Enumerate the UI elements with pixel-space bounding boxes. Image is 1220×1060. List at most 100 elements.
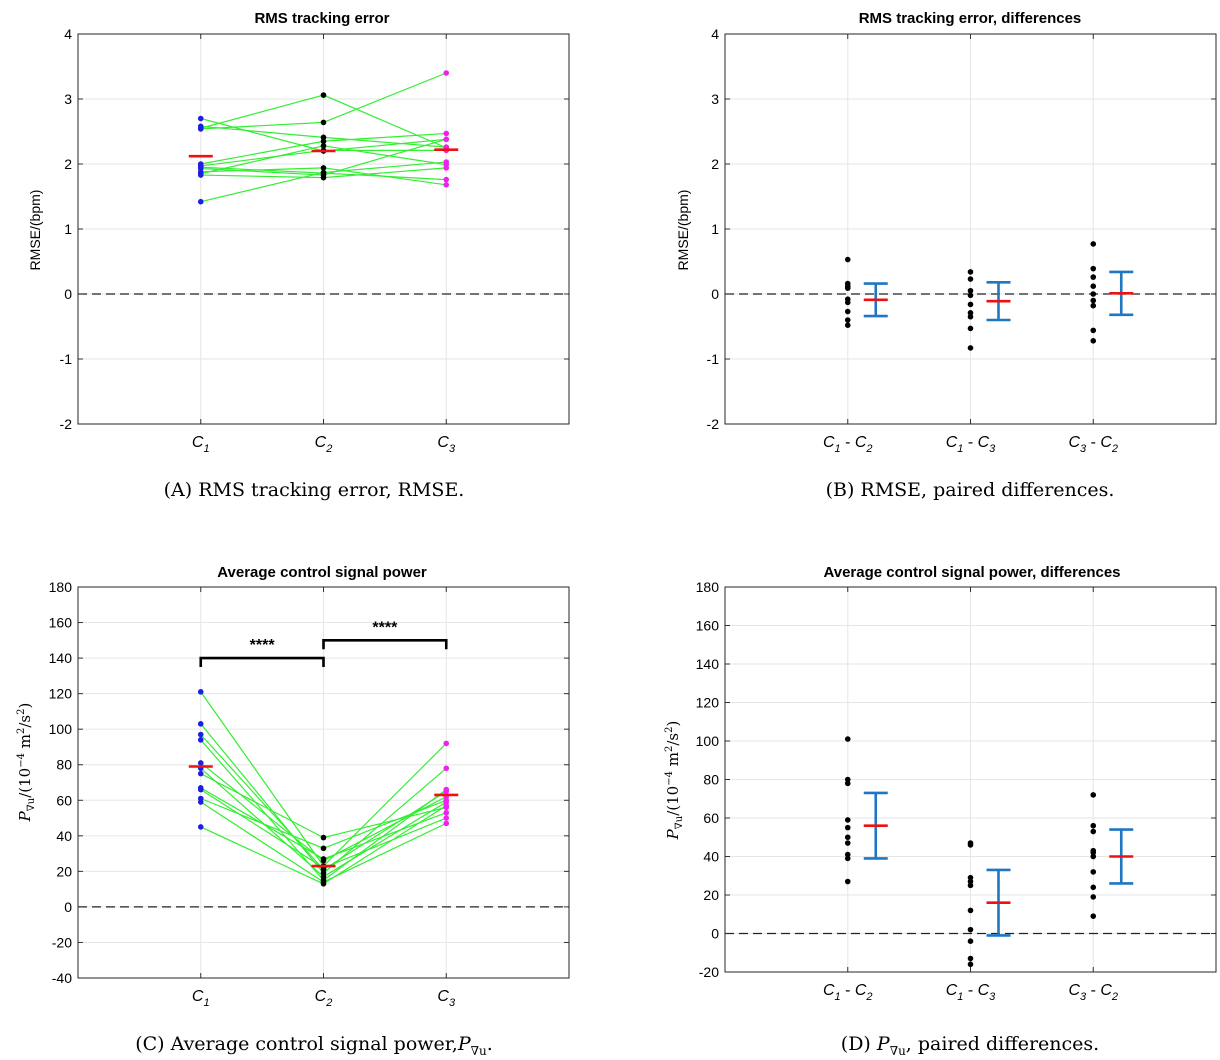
svg-text:P∇u/(10−4 m2/s2): P∇u/(10−4 m2/s2) bbox=[664, 721, 685, 841]
panel-a-subject-line bbox=[323, 167, 447, 179]
panel-d-data-point bbox=[844, 736, 851, 742]
panel-b-data-point bbox=[1090, 241, 1097, 247]
panel-a-subject-line bbox=[200, 94, 324, 129]
panel-c-significance-bracket bbox=[199, 656, 325, 667]
panel-c-subject-line bbox=[323, 805, 447, 885]
panel-b-data-point bbox=[1090, 338, 1097, 344]
panel-c-subject-line bbox=[200, 797, 324, 849]
panel-d-y-tick-label: -20 bbox=[699, 964, 719, 980]
svg-text:P∇u/(10−4 m2/s2): P∇u/(10−4 m2/s2) bbox=[16, 703, 37, 823]
panel-d-y-tick-label: 80 bbox=[703, 772, 719, 788]
panel-d-y-tick-label: 0 bbox=[711, 926, 719, 942]
panel-c-data-point bbox=[197, 737, 204, 743]
panel-c-data-point bbox=[443, 765, 450, 772]
panel-b-y-label: RMSE/(bpm) bbox=[675, 190, 691, 271]
panel-c-subject-line bbox=[200, 762, 324, 862]
panel-b-data-point bbox=[844, 256, 851, 263]
panel-d-y-tick-label: 40 bbox=[703, 849, 719, 865]
panel-d-data-point bbox=[1090, 894, 1097, 900]
panel-b-data-point bbox=[1090, 302, 1097, 309]
panel-d-data-point bbox=[1090, 869, 1097, 875]
panel-d-y-tick-label: 120 bbox=[696, 695, 720, 711]
panel-a-subject-line bbox=[323, 94, 447, 149]
panel-a-data-point bbox=[320, 165, 327, 171]
panel-c-y-label: P∇u/(10−4 m2/s2) bbox=[16, 703, 37, 823]
panel-a-data-point bbox=[320, 174, 327, 181]
panel-c-x-tick-label: C3 bbox=[437, 988, 456, 1009]
panel-d-x-tick-label: C1 - C3 bbox=[946, 982, 996, 1003]
panel-c-y-tick-label: 160 bbox=[49, 615, 73, 631]
panel-c-data-point bbox=[197, 721, 204, 727]
panel-c-data-point bbox=[443, 820, 450, 827]
panel-d-data-point bbox=[844, 840, 851, 846]
panel-b-y-tick-label: 0 bbox=[711, 286, 719, 302]
panel-c-axes-frame bbox=[77, 586, 570, 979]
panel-b-data-point bbox=[967, 313, 974, 320]
panel-c-y-tick-label: -40 bbox=[52, 970, 72, 986]
panel-c-data-point bbox=[320, 845, 327, 852]
panel-c-subject-line bbox=[323, 806, 447, 839]
panel-b-data-point bbox=[967, 301, 974, 308]
panel-c-subject-line bbox=[200, 767, 324, 878]
panel-a-y-tick-label: 4 bbox=[64, 26, 72, 42]
panel-c-y-tick-label: -20 bbox=[52, 934, 72, 950]
panel-a-data-point bbox=[443, 182, 450, 188]
panel-c-data-point bbox=[320, 873, 327, 880]
panel-a-data-point bbox=[320, 138, 327, 145]
panel-d-data-point bbox=[844, 878, 851, 885]
panel-b-data-point bbox=[967, 276, 974, 282]
panel-d-y-tick-label: 160 bbox=[696, 618, 720, 634]
panel-c-significance-bracket bbox=[322, 639, 448, 650]
panel-a-subject-line bbox=[200, 121, 324, 130]
panel-c-significance-label: **** bbox=[372, 619, 398, 636]
panel-c-data-point bbox=[320, 834, 327, 841]
panel-d-data-point bbox=[844, 817, 851, 823]
panel-c-significance-label: **** bbox=[250, 637, 276, 654]
panel-a-subject-line bbox=[200, 145, 324, 175]
panel-c-chart: Average control signal power P∇u/(10−4 m… bbox=[16, 564, 570, 1058]
panel-b-data-point bbox=[967, 325, 974, 332]
panel-c-subject-line bbox=[323, 799, 447, 849]
panel-c-data-point bbox=[443, 809, 450, 816]
panel-a-data-point bbox=[320, 134, 327, 141]
panel-a-title: RMS tracking error bbox=[254, 10, 389, 27]
panel-c-caption-text: (C) Average control signal power, bbox=[135, 1033, 458, 1055]
panel-d-data-point bbox=[844, 834, 851, 841]
panel-b-y-tick-label: 1 bbox=[711, 221, 719, 237]
panel-c-x-tick-label: C2 bbox=[315, 988, 333, 1009]
panel-d-caption: (D) P∇u, paired differences. bbox=[841, 1033, 1099, 1058]
panel-c-subject-line bbox=[323, 822, 447, 883]
panel-b-data-point bbox=[967, 292, 974, 299]
panel-b-data-point bbox=[967, 310, 974, 316]
panel-b-y-tick-label: -1 bbox=[707, 351, 720, 367]
panel-c-subject-line bbox=[323, 812, 447, 860]
panel-b-x-tick-label: C1 - C3 bbox=[946, 434, 996, 455]
panel-a-y-tick-label: 3 bbox=[64, 91, 72, 107]
panel-c-x-tick-label: C1 bbox=[192, 988, 210, 1009]
panel-b-x-tick-label: C1 - C2 bbox=[823, 434, 873, 455]
panel-a-subject-line bbox=[323, 72, 447, 123]
panel-c-subject-line bbox=[323, 767, 447, 874]
panel-b-data-point bbox=[844, 308, 851, 315]
panel-a-caption: (A) RMS tracking error, RMSE. bbox=[164, 479, 465, 501]
panel-d-data-point bbox=[967, 938, 974, 944]
panel-c-data-point bbox=[443, 802, 450, 809]
panel-b-data-point bbox=[844, 285, 851, 291]
panel-d-data-point bbox=[967, 842, 974, 848]
panel-b-data-point bbox=[1090, 291, 1097, 297]
panel-c-data-point bbox=[443, 815, 450, 821]
panel-d-data-point bbox=[844, 851, 851, 858]
panel-c-subject-line bbox=[323, 789, 447, 881]
panel-c-data-point bbox=[197, 689, 204, 695]
panel-c-data-point bbox=[197, 731, 204, 738]
panel-a-subject-line bbox=[323, 145, 447, 166]
panel-a-data-point bbox=[197, 198, 204, 205]
panel-a-y-tick-label: 1 bbox=[64, 221, 72, 237]
panel-c-y-tick-label: 80 bbox=[56, 757, 72, 773]
panel-d-data-point bbox=[1090, 853, 1097, 860]
panel-a-subject-line bbox=[200, 149, 324, 167]
panel-c-data-point bbox=[443, 786, 450, 793]
panel-b-data-point bbox=[844, 299, 851, 306]
panel-d-chart: Average control signal power, difference… bbox=[664, 564, 1217, 1058]
